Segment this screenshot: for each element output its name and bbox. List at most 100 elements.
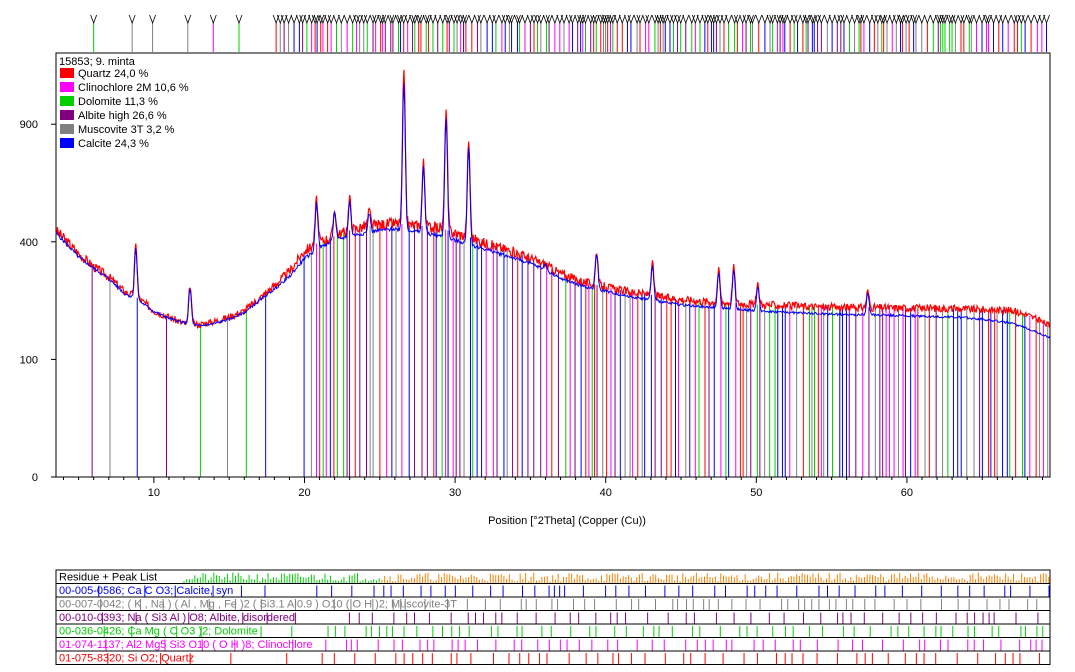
marker-caret <box>184 14 192 25</box>
marker-caret <box>840 14 848 25</box>
marker-caret <box>888 14 896 25</box>
marker-caret <box>360 14 368 25</box>
x-axis: 10 20 30 40 50 60 <box>63 477 1043 499</box>
marker-caret <box>666 14 674 25</box>
phase-row-label: Residue + Peak List <box>59 572 157 584</box>
marker-caret <box>905 14 913 25</box>
marker-caret <box>880 14 888 25</box>
marker-caret <box>311 14 319 25</box>
legend-entry: Quartz 24,0 % <box>78 68 149 80</box>
marker-caret <box>802 14 810 25</box>
marker-caret <box>337 14 345 25</box>
x-tick-label: 60 <box>901 487 913 499</box>
marker-caret <box>353 14 360 25</box>
marker-caret <box>488 14 496 25</box>
marker-caret <box>860 14 868 25</box>
marker-caret <box>851 14 858 25</box>
marker-caret <box>450 14 458 25</box>
marker-caret <box>565 14 573 25</box>
marker-caret <box>590 14 598 25</box>
marker-caret <box>618 14 626 25</box>
marker-caret <box>786 14 794 25</box>
marker-caret <box>774 14 781 25</box>
marker-caret <box>677 14 685 25</box>
marker-caret <box>387 14 395 25</box>
marker-caret <box>389 14 397 25</box>
marker-caret <box>508 14 515 25</box>
marker-caret <box>607 14 614 25</box>
marker-caret <box>929 14 937 25</box>
marker-caret <box>560 14 568 25</box>
marker-caret <box>308 14 316 25</box>
phase-row-label: 01-074-1137; Al2 Mg5 Si3 O10 ( O H )8; C… <box>59 639 313 651</box>
series-layer <box>55 69 1051 339</box>
phase-row-label: 00-005-0586; Ca C O3; Calcite, syn <box>59 585 233 597</box>
marker-caret <box>731 14 738 25</box>
phase-row-label: 00-007-0042; ( K , Na ) ( Al , Mg , Fe )… <box>59 599 457 611</box>
marker-caret <box>577 14 585 25</box>
observed-series <box>55 69 1051 329</box>
marker-caret <box>776 14 784 25</box>
marker-caret <box>960 14 968 25</box>
marker-caret <box>870 14 878 25</box>
marker-caret <box>530 14 538 25</box>
legend-entry: Calcite 24,3 % <box>78 138 149 150</box>
marker-caret <box>569 14 576 25</box>
marker-caret <box>235 14 243 25</box>
marker-caret <box>551 14 559 25</box>
marker-caret <box>817 14 825 25</box>
marker-caret <box>725 14 732 25</box>
marker-caret <box>574 14 582 25</box>
calculated-series <box>55 83 1051 339</box>
marker-caret <box>636 14 644 25</box>
marker-caret <box>755 14 763 25</box>
marker-caret <box>429 14 437 25</box>
marker-caret <box>642 14 649 25</box>
marker-caret <box>457 14 465 25</box>
x-axis-label: Position [°2Theta] (Copper (Cu)) <box>488 515 646 527</box>
marker-caret <box>866 14 874 25</box>
marker-caret <box>1010 14 1018 25</box>
legend-entry: Albite high 26,6 % <box>78 110 167 122</box>
legend: Quartz 24,0 % Clinochlore 2M 10,6 % Dolomi… <box>60 68 189 150</box>
marker-caret <box>967 14 975 25</box>
marker-caret <box>892 14 900 25</box>
marker-caret <box>602 14 609 25</box>
legend-swatch <box>60 138 74 148</box>
legend-entry: Muscovite 3T 3,2 % <box>78 124 175 136</box>
marker-caret <box>769 14 776 25</box>
phase-row-label: 00-036-0426; Ca Mg ( C O3 )2; Dolomite <box>59 626 258 638</box>
marker-caret <box>460 14 467 25</box>
phase-row <box>55 650 1051 665</box>
marker-caret <box>985 14 992 25</box>
marker-caret <box>990 14 997 25</box>
marker-caret <box>837 14 845 25</box>
marker-caret <box>1021 14 1029 25</box>
marker-caret <box>369 14 377 25</box>
marker-caret <box>296 14 303 25</box>
x-tick-label: 10 <box>148 487 160 499</box>
x-tick-label: 20 <box>298 487 310 499</box>
marker-caret <box>742 14 750 25</box>
marker-caret <box>377 14 385 25</box>
marker-caret <box>343 14 351 25</box>
marker-caret <box>1033 14 1041 25</box>
marker-caret <box>878 14 886 25</box>
marker-caret <box>505 14 513 25</box>
marker-caret <box>397 14 404 25</box>
marker-caret <box>285 14 292 25</box>
marker-caret <box>957 14 965 25</box>
marker-caret <box>823 14 831 25</box>
y-tick-label: 0 <box>32 472 38 484</box>
marker-caret <box>587 14 595 25</box>
marker-caret <box>209 14 217 25</box>
marker-caret <box>810 14 818 25</box>
marker-caret <box>857 14 865 25</box>
marker-caret <box>855 14 863 25</box>
marker-caret <box>910 14 918 25</box>
marker-caret <box>468 14 476 25</box>
phase-row-label: 01-075-8320; Si O2; Quartz <box>59 653 194 665</box>
marker-caret <box>592 14 600 25</box>
marker-caret <box>828 14 836 25</box>
marker-caret <box>90 14 98 25</box>
